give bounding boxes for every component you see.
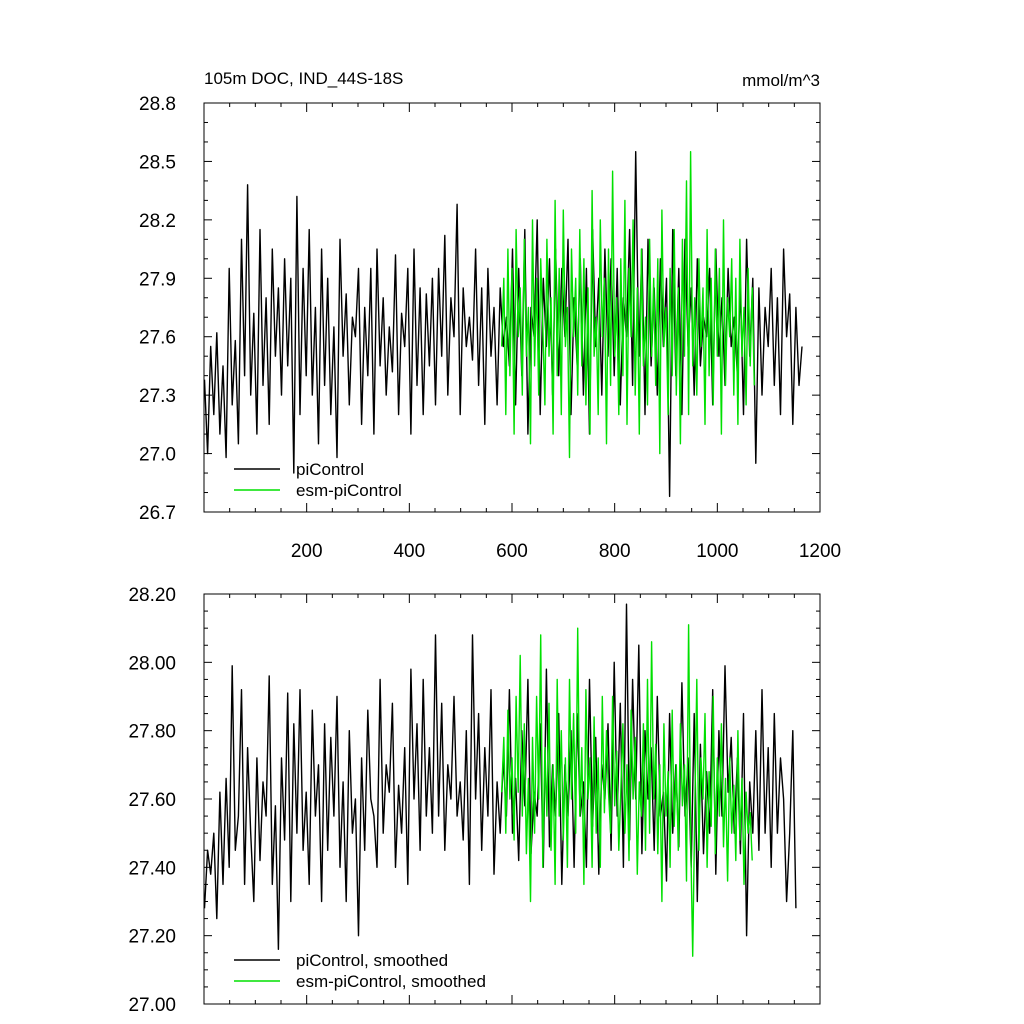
y-tick-label: 27.6 bbox=[139, 328, 176, 349]
units-label: mmol/m^3 bbox=[742, 71, 820, 90]
series-line-picontrol bbox=[203, 150, 803, 498]
y-tick-label: 28.5 bbox=[139, 152, 176, 173]
series-line-esm-picontrol bbox=[501, 624, 753, 957]
x-tick-label: 600 bbox=[496, 541, 528, 562]
legend-bottom: piControl, smoothed esm-piControl, smooth… bbox=[234, 951, 486, 991]
chart-title: 105m DOC, IND_44S-18S bbox=[204, 69, 403, 88]
series-group-top bbox=[203, 150, 803, 498]
y-tick-label: 27.0 bbox=[139, 445, 176, 466]
y-tick-label: 27.80 bbox=[128, 722, 176, 743]
y-tick-label: 28.20 bbox=[128, 585, 176, 606]
series-group-bottom bbox=[203, 603, 797, 957]
bottom-panel: 27.00 27.20 27.40 27.60 27.80 28.00 28.20 piCo… bbox=[128, 585, 821, 1016]
y-tick-label: 28.2 bbox=[139, 211, 176, 232]
y-tick-label: 27.00 bbox=[128, 995, 176, 1016]
legend-label: piControl bbox=[296, 460, 364, 479]
legend-label: esm-piControl, smoothed bbox=[296, 972, 486, 991]
y-tick-label: 27.9 bbox=[139, 269, 176, 290]
x-tick-label: 200 bbox=[291, 541, 323, 562]
legend-label: esm-piControl bbox=[296, 481, 402, 500]
legend-top: piControl esm-piControl bbox=[234, 460, 402, 500]
legend-label: piControl, smoothed bbox=[296, 951, 448, 970]
x-tick-label: 400 bbox=[393, 541, 425, 562]
y-tick-label: 27.40 bbox=[128, 858, 176, 879]
series-line-picontrol bbox=[203, 603, 797, 950]
y-tick-label: 27.20 bbox=[128, 927, 176, 948]
y-tick-label: 28.00 bbox=[128, 653, 176, 674]
y-tick-label: 27.3 bbox=[139, 386, 176, 407]
y-tick-label: 28.8 bbox=[139, 94, 176, 115]
series-line-esm-picontrol bbox=[501, 150, 755, 459]
axis-ticks-bottom: 27.00 27.20 27.40 27.60 27.80 28.00 28.20 bbox=[128, 585, 821, 1016]
x-tick-label: 800 bbox=[599, 541, 631, 562]
y-tick-label: 27.60 bbox=[128, 790, 176, 811]
y-tick-label: 26.7 bbox=[139, 503, 176, 524]
x-tick-label: 1200 bbox=[799, 541, 841, 562]
top-panel: 105m DOC, IND_44S-18S mmol/m^3 26.727.02… bbox=[139, 69, 841, 562]
axis-ticks-top: 26.7 27.0 27.3 27.6 27.9 28.2 28.5 28.8 200 400 60… bbox=[139, 94, 841, 562]
x-tick-label: 1000 bbox=[696, 541, 738, 562]
